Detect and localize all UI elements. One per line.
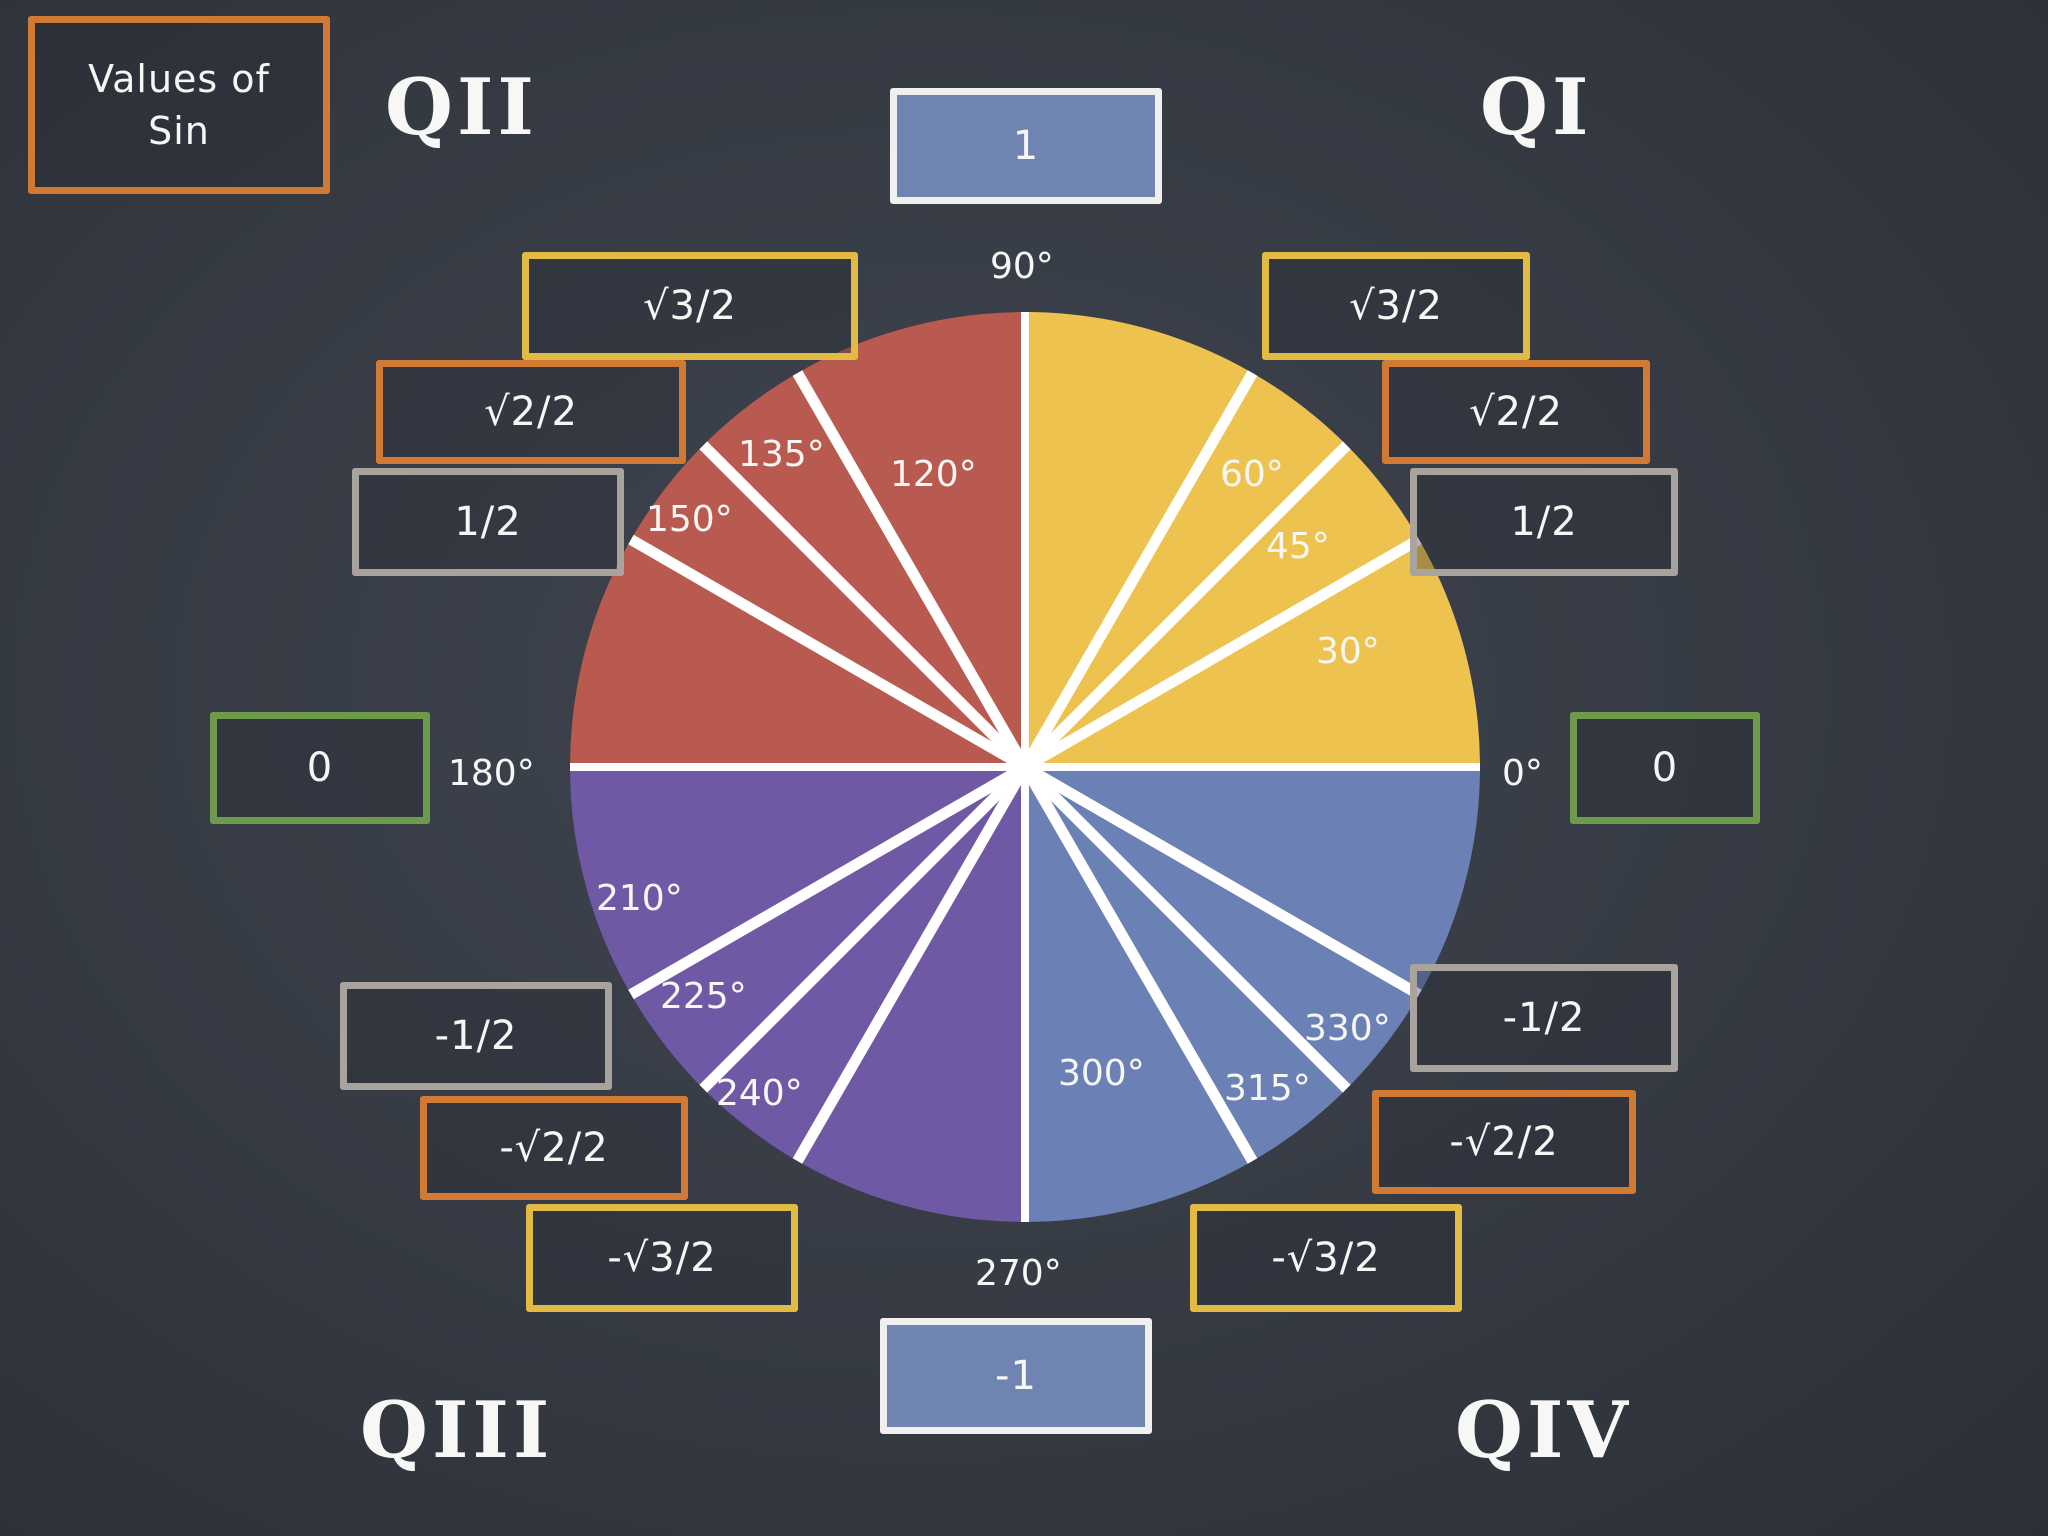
angle-label-180: 180° [448,753,535,794]
angle-label-150: 150° [646,499,733,540]
angle-label-30: 30° [1316,631,1380,672]
value-box-270: -1 [880,1318,1152,1434]
spoke-315 [1021,763,1351,1093]
spoke-330 [1022,762,1422,1000]
value-box-90: 1 [890,88,1162,204]
spoke-150 [628,534,1028,772]
spoke-30 [1022,534,1422,772]
angle-spokes [570,312,1480,1222]
spoke-225 [699,763,1029,1093]
value-box-210: -1/2 [340,982,612,1090]
spoke-300 [1020,764,1258,1164]
spoke-60 [1020,370,1258,770]
value-box-60: √3/2 [1262,252,1530,360]
title-line-2: Sin [148,109,210,153]
value-box-0: 0 [1570,712,1760,824]
angle-label-120: 120° [890,454,977,495]
value-box-45: √2/2 [1382,360,1650,464]
angle-label-270: 270° [975,1253,1062,1294]
value-box-225: -√2/2 [420,1096,688,1200]
spoke-120 [792,370,1030,770]
angle-label-45: 45° [1266,526,1330,567]
spoke-210 [628,762,1028,1000]
value-box-300: -√3/2 [1190,1204,1462,1312]
value-box-135: √2/2 [376,360,686,464]
angle-label-300: 300° [1058,1053,1145,1094]
angle-label-135: 135° [738,434,825,475]
title-box: Values of Sin [28,16,330,194]
angle-label-0: 0° [1502,753,1543,794]
angle-label-240: 240° [716,1073,803,1114]
quadrant-label-q1: QI [1480,62,1593,153]
angle-label-315: 315° [1224,1068,1311,1109]
spoke-135 [699,441,1029,771]
title-line-1: Values of [88,57,270,101]
quadrant-label-q3: QIII [360,1385,554,1476]
quadrant-label-q2: QII [385,62,538,153]
circle-center [1009,751,1041,783]
quadrant-label-q4: QIV [1455,1385,1632,1476]
angle-label-60: 60° [1220,454,1284,495]
spoke-45 [1021,441,1351,771]
value-box-30: 1/2 [1410,468,1678,576]
value-box-240: -√3/2 [526,1204,798,1312]
spoke-240 [792,764,1030,1164]
value-box-330: -1/2 [1410,964,1678,1072]
angle-label-90: 90° [990,246,1054,287]
value-box-120: √3/2 [522,252,858,360]
angle-label-330: 330° [1304,1008,1391,1049]
value-box-180: 0 [210,712,430,824]
angle-label-225: 225° [660,976,747,1017]
value-box-150: 1/2 [352,468,624,576]
angle-label-210: 210° [596,878,683,919]
value-box-315: -√2/2 [1372,1090,1636,1194]
